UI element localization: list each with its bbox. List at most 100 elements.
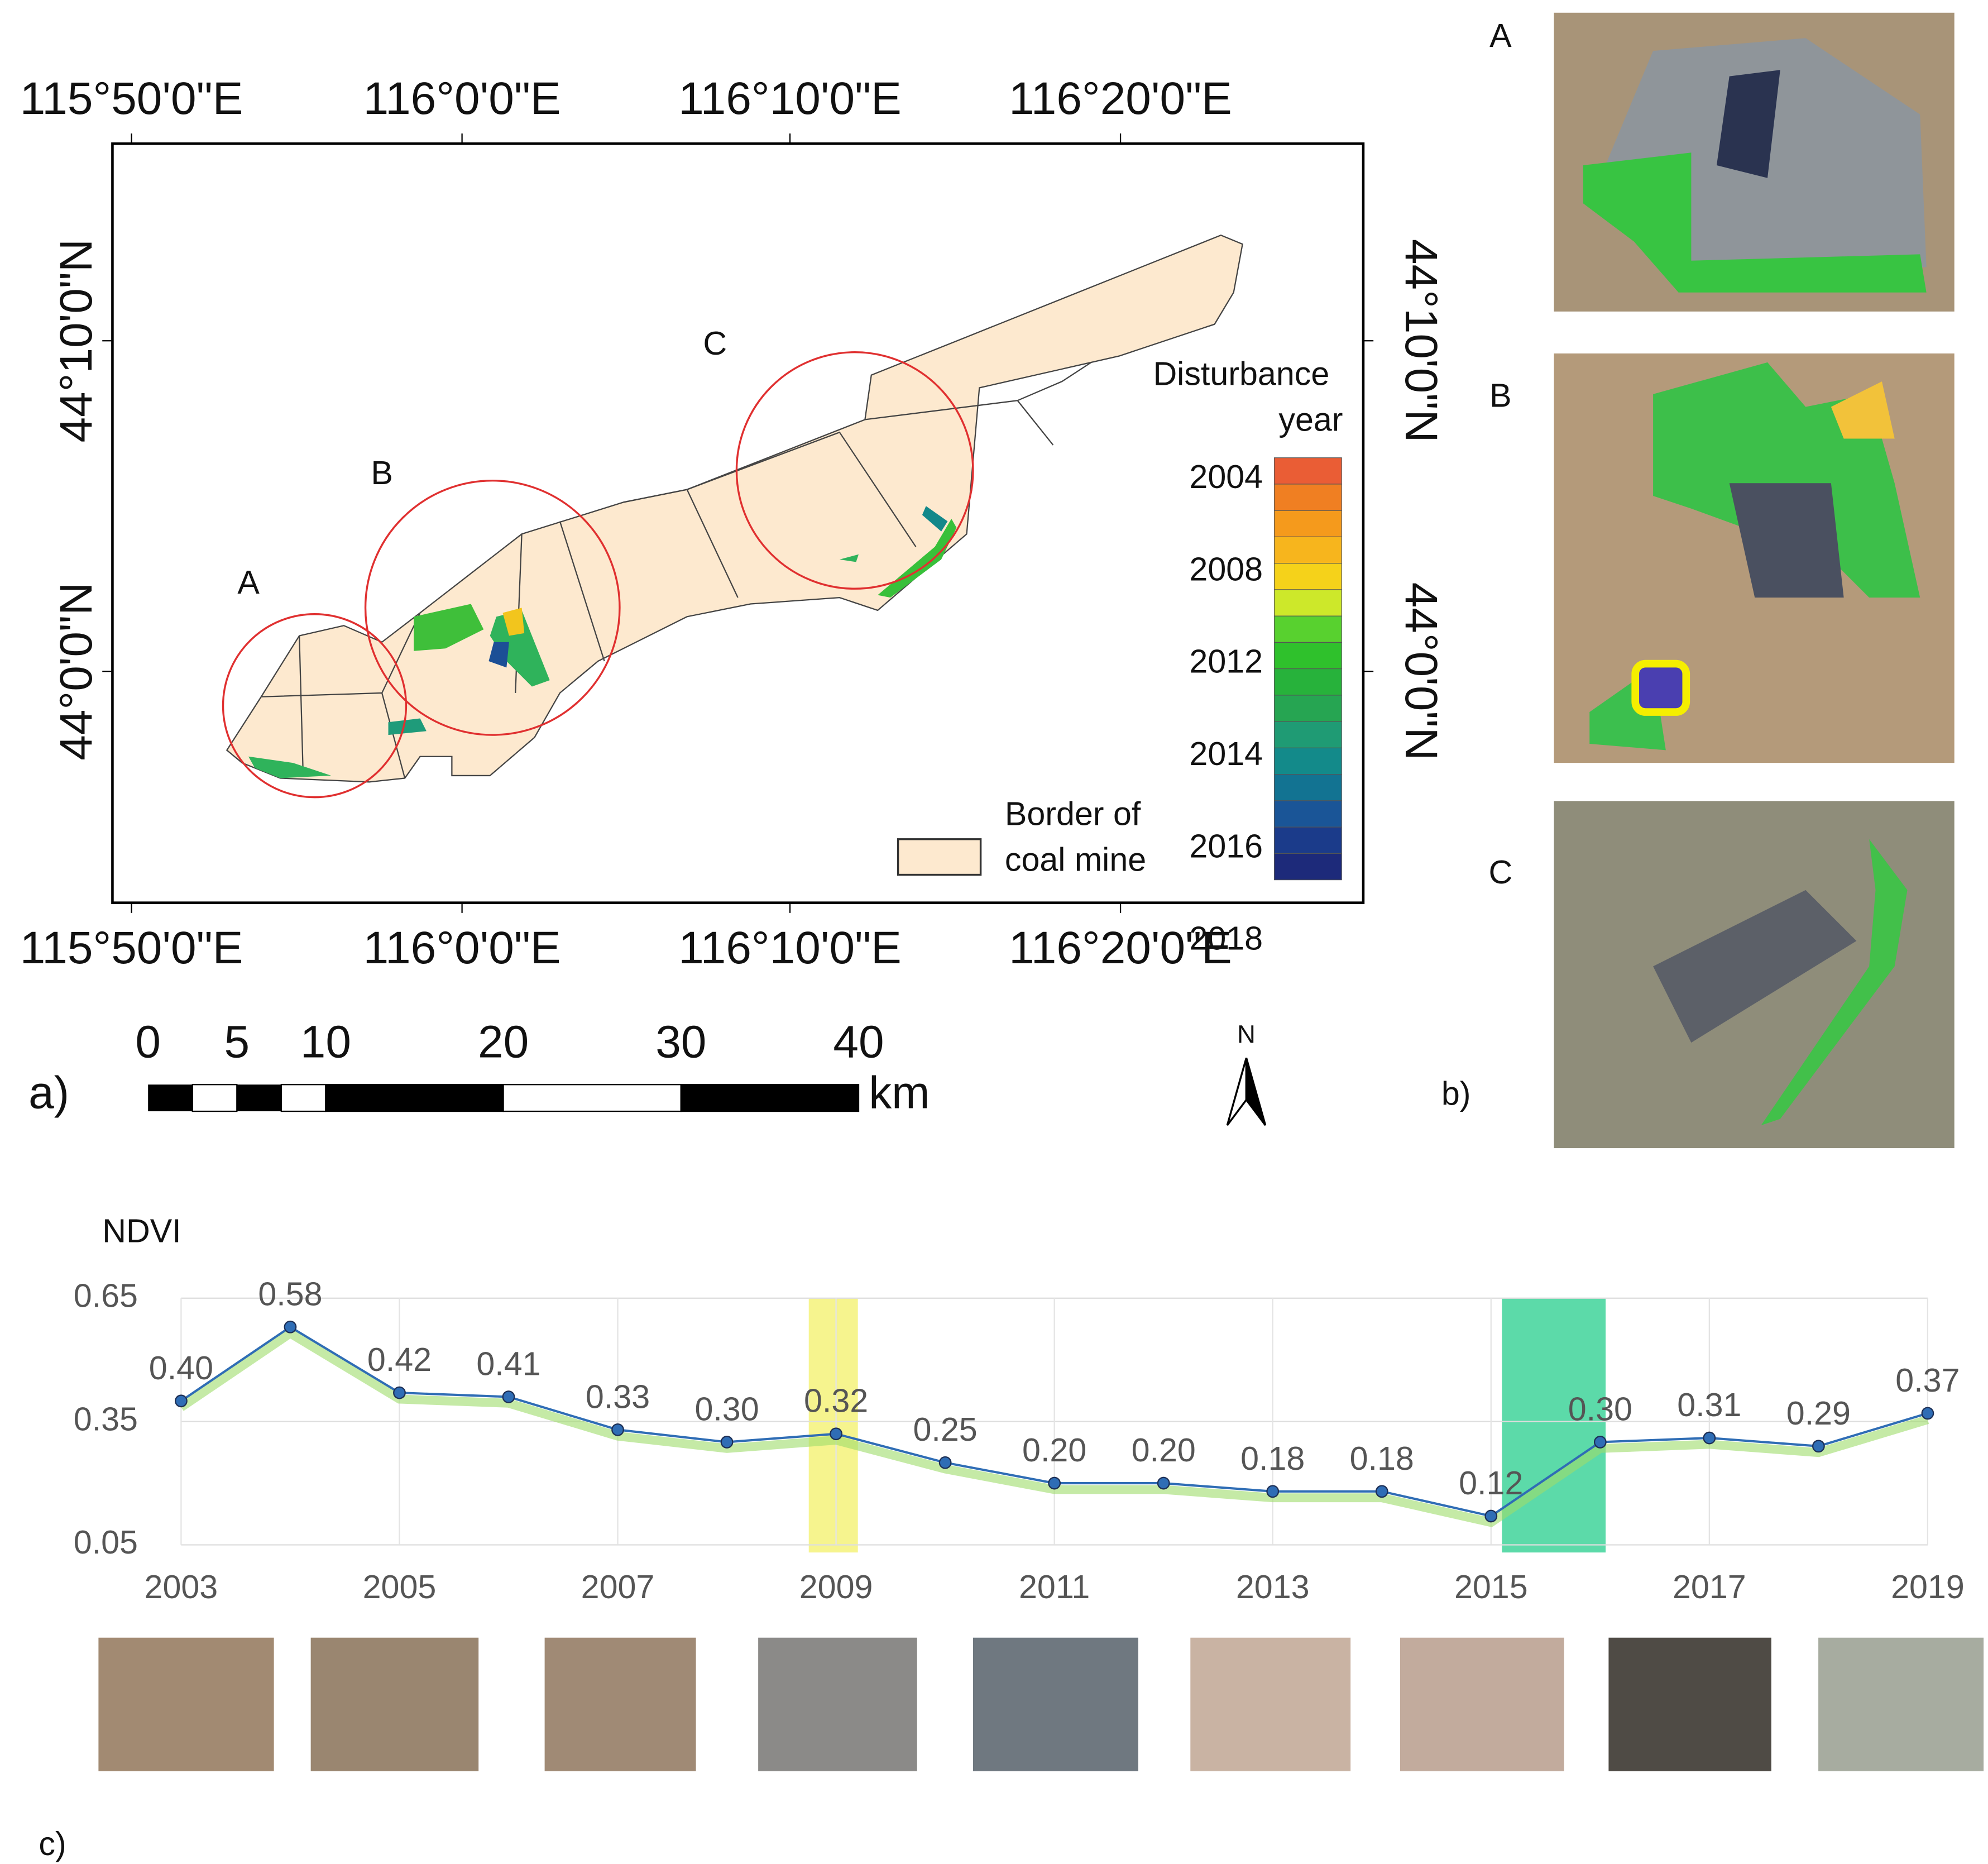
scale-label: 10 [300, 1016, 351, 1067]
x-tick-label: 2005 [363, 1568, 437, 1605]
legend-title: Disturbance [1153, 355, 1329, 393]
thumbnail [544, 1637, 696, 1771]
colorbar-band [1273, 800, 1342, 828]
site-label: C [703, 324, 727, 362]
colorbar [1273, 457, 1342, 881]
lat-label: 44°10'0"N [1396, 239, 1446, 443]
marker [830, 1427, 842, 1441]
data-label: 0.58 [258, 1275, 322, 1312]
lon-label: 116°10'0"E [678, 73, 902, 124]
thumbnail [98, 1637, 274, 1771]
legend-swatch [897, 838, 982, 876]
colorbar-band [1273, 774, 1342, 801]
lon-label: 116°10'0"E [678, 923, 902, 973]
marker [1484, 1509, 1498, 1523]
legend-label: Border of [1005, 795, 1141, 832]
site-circles [222, 351, 974, 799]
thumbnail [1608, 1637, 1771, 1771]
data-label: 0.37 [1895, 1361, 1960, 1399]
lon-label: 115°50'0"E [20, 923, 243, 973]
colorbar-label: 2012 [1189, 643, 1263, 680]
x-tick-label: 2019 [1891, 1568, 1965, 1605]
marker [1375, 1485, 1388, 1498]
colorbar-label: 2008 [1189, 550, 1263, 587]
north-arrow [1226, 1057, 1267, 1126]
data-label: 0.18 [1350, 1440, 1414, 1477]
mine-area [226, 235, 1243, 783]
marker [393, 1386, 406, 1399]
thumbnail [1400, 1637, 1564, 1771]
thumbnail [758, 1637, 917, 1771]
data-label: 0.30 [1568, 1390, 1632, 1427]
lon-label: 116°0'0"E [363, 923, 561, 973]
colorbar-band [1273, 642, 1342, 670]
data-label: 0.40 [149, 1349, 213, 1387]
colorbar-band [1273, 826, 1342, 854]
marker [611, 1423, 624, 1436]
y-tick-label: 0.35 [74, 1400, 138, 1437]
inset-label: A [1489, 17, 1512, 54]
lat-label: 44°0'0"N [1396, 582, 1446, 761]
highlight-band [1502, 1298, 1606, 1553]
lat-label: 44°0'0"N [51, 582, 102, 761]
scale-label: 20 [478, 1016, 529, 1067]
colorbar-band [1273, 721, 1342, 748]
colorbar-band [1273, 853, 1342, 881]
x-tick-label: 2011 [1019, 1568, 1090, 1605]
scale-label: 5 [224, 1016, 250, 1067]
colorbar-band [1273, 589, 1342, 616]
data-label: 0.41 [476, 1345, 540, 1382]
scale-label: 0 [135, 1016, 161, 1067]
colorbar-label: 2018 [1189, 920, 1263, 957]
inset-label: C [1488, 853, 1512, 891]
site-label: A [237, 563, 260, 601]
legend-title: year [1278, 401, 1343, 438]
x-tick-label: 2003 [145, 1568, 218, 1605]
inset-images [1554, 12, 1955, 1149]
marker [284, 1320, 297, 1334]
x-tick-label: 2017 [1673, 1568, 1746, 1605]
colorbar-band [1273, 695, 1342, 722]
lon-label: 115°50'0"E [20, 73, 243, 124]
scale-unit: km [869, 1067, 930, 1118]
colorbar-band [1273, 563, 1342, 590]
scale-segment [280, 1084, 327, 1112]
lat-label: 44°10'0"N [51, 239, 102, 443]
marker [720, 1436, 734, 1449]
scale-label: 30 [655, 1016, 706, 1067]
data-label: 0.42 [367, 1341, 432, 1378]
colorbar-label: 2004 [1189, 458, 1263, 495]
lon-label: 116°20'0"E [1009, 73, 1232, 124]
colorbar-band [1273, 668, 1342, 696]
site-label: B [371, 454, 392, 491]
scale-segment [502, 1084, 682, 1112]
marker [1703, 1431, 1716, 1445]
scale-label: 40 [833, 1016, 884, 1067]
marker [1812, 1440, 1825, 1453]
data-label: 0.20 [1022, 1431, 1086, 1469]
data-label: 0.33 [586, 1378, 650, 1415]
marker [1266, 1485, 1280, 1498]
data-label: 0.29 [1786, 1394, 1851, 1432]
x-tick-label: 2007 [581, 1568, 655, 1605]
north-label: N [1237, 1020, 1256, 1049]
data-label: 0.25 [913, 1411, 978, 1448]
scale-segment [237, 1084, 281, 1112]
data-label: 0.12 [1459, 1464, 1523, 1502]
colorbar-band [1273, 615, 1342, 643]
lon-label: 116°0'0"E [363, 73, 561, 124]
marker [1593, 1436, 1607, 1449]
panel-label: b) [1441, 1074, 1471, 1112]
x-tick-label: 2009 [799, 1568, 873, 1605]
thumbnail [1818, 1637, 1984, 1771]
scale-segment [148, 1084, 193, 1112]
y-tick-label: 0.05 [74, 1523, 138, 1561]
data-label: 0.30 [694, 1390, 759, 1427]
marker [1921, 1407, 1934, 1420]
colorbar-band [1273, 484, 1342, 511]
marker [502, 1390, 515, 1403]
scale-segment [325, 1084, 504, 1112]
lon-label: 116°20'0"E [1009, 923, 1232, 973]
thumbnail [1190, 1637, 1351, 1771]
